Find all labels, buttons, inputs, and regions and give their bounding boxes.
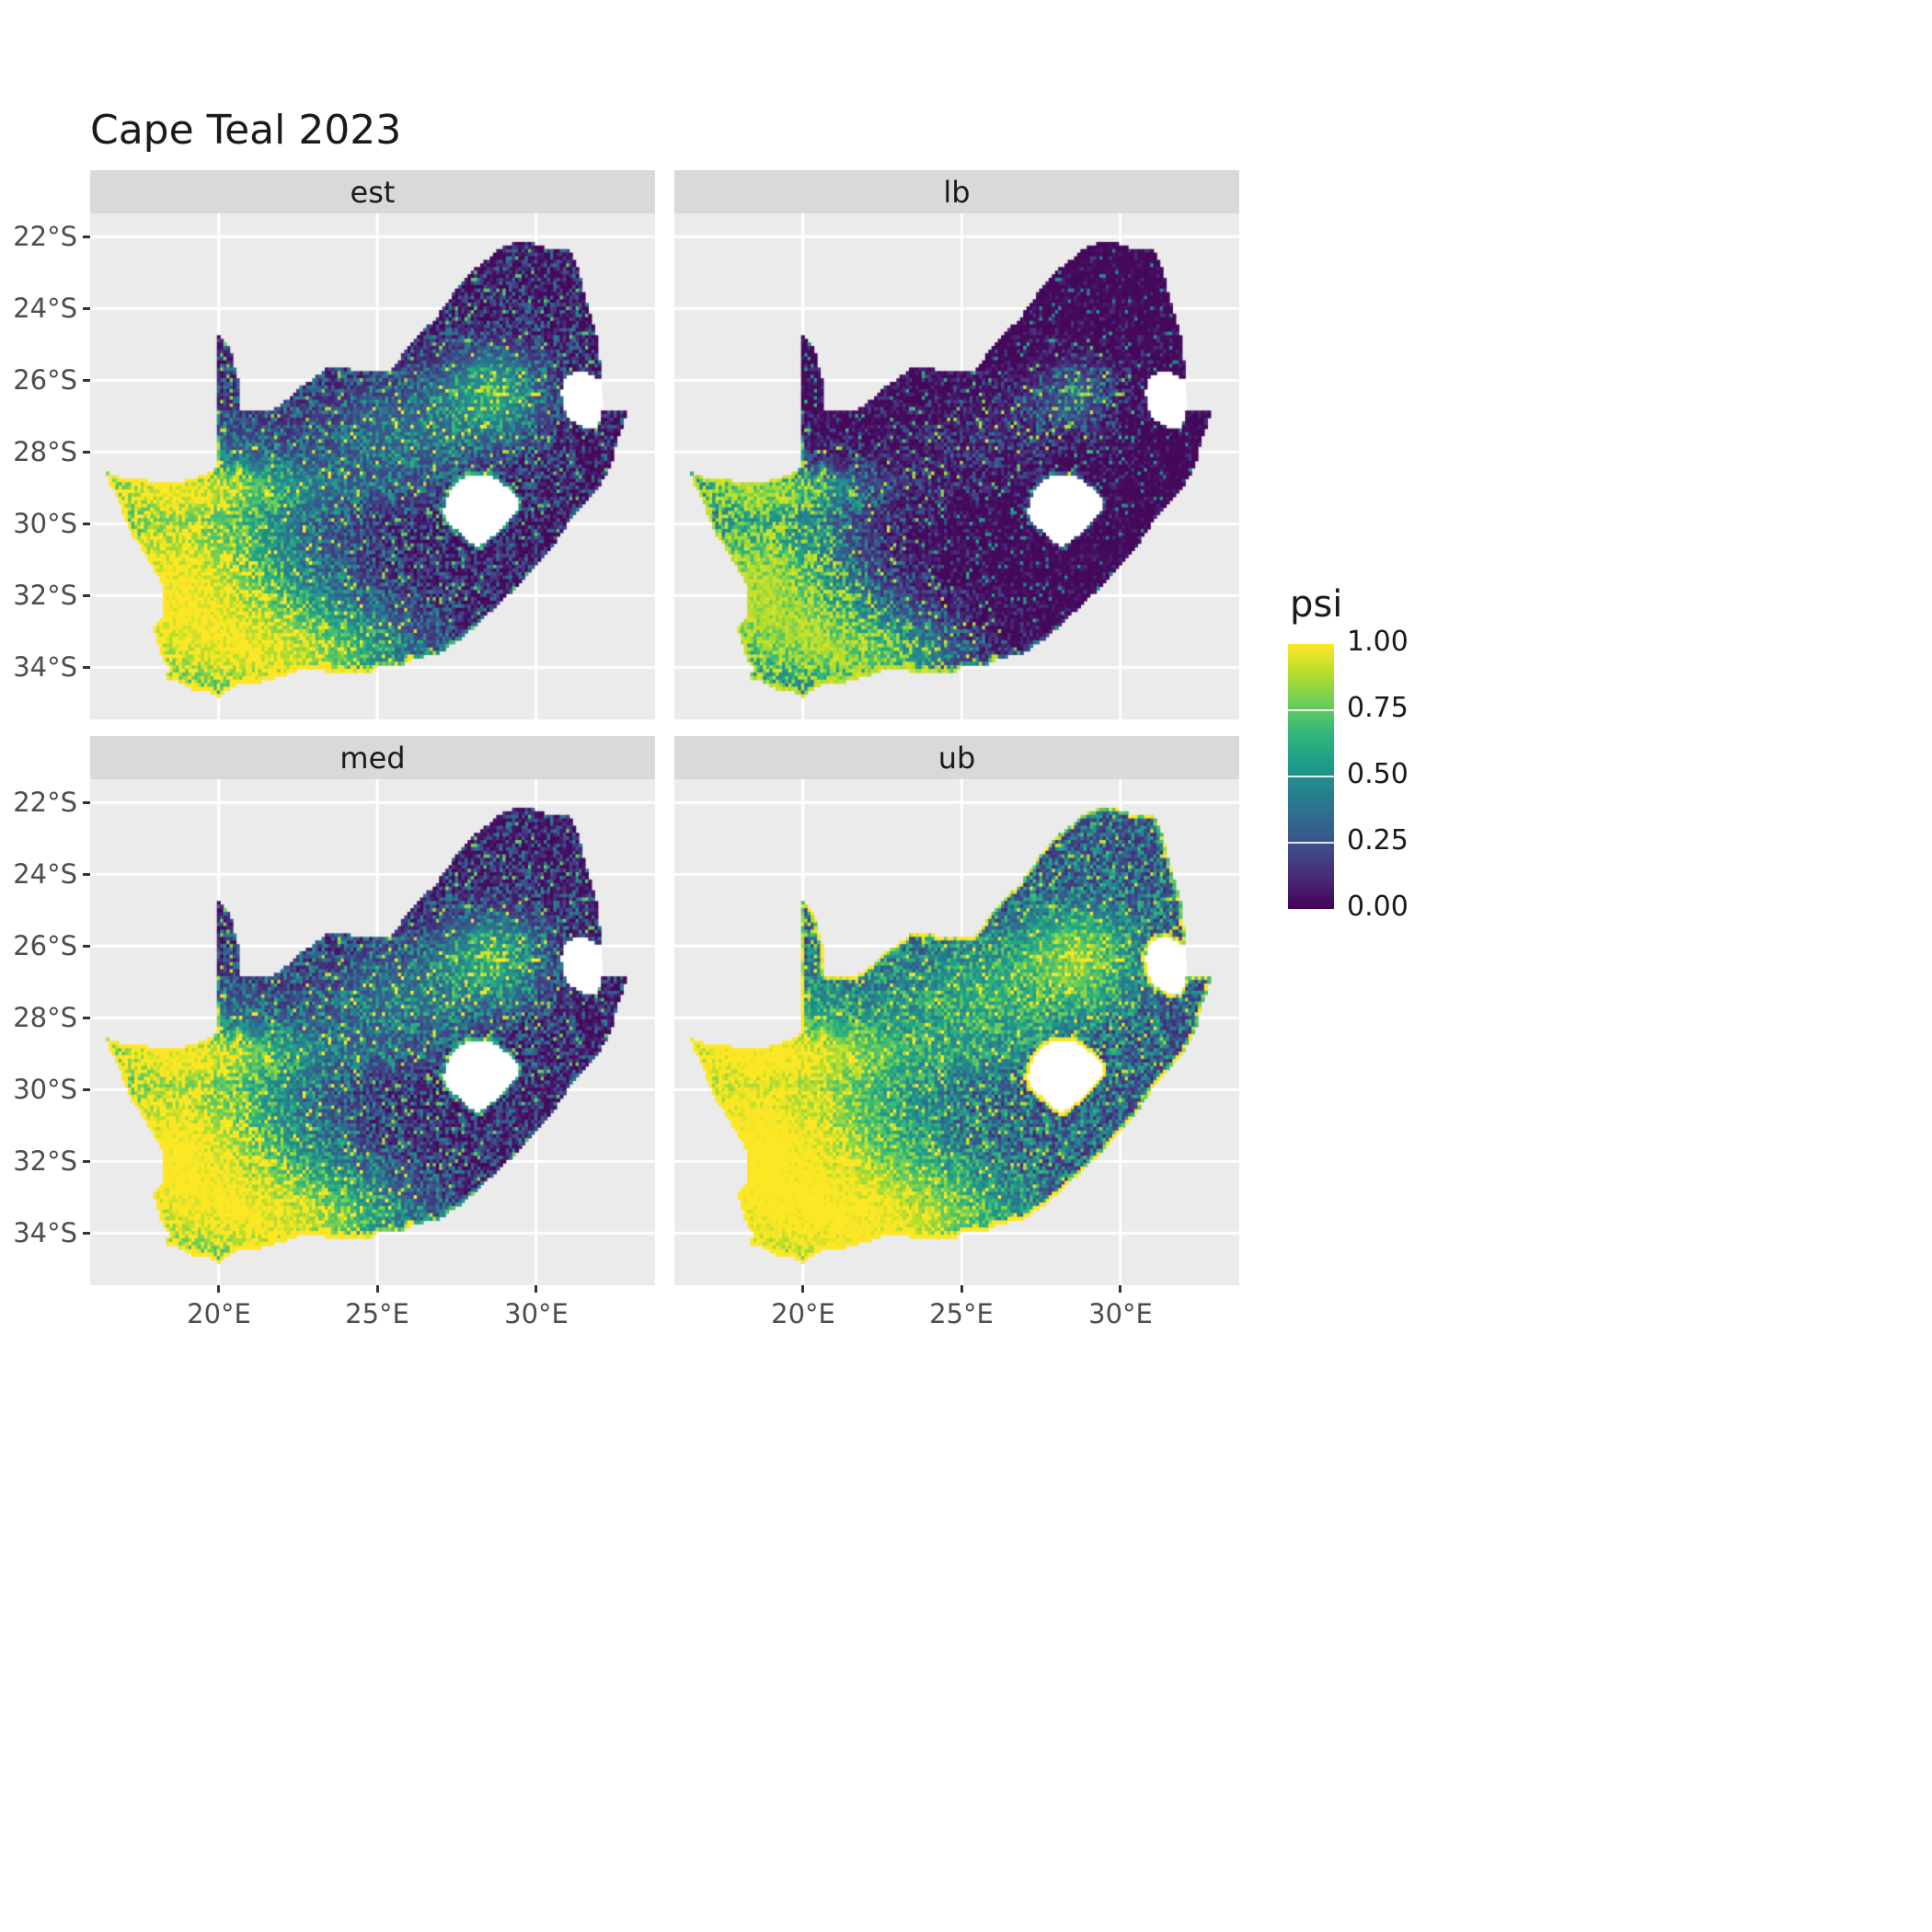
y-tick-mark <box>83 236 90 238</box>
y-tick-label: 34°S <box>13 1217 77 1248</box>
x-tick-mark <box>535 1285 537 1293</box>
y-tick-label: 24°S <box>13 293 77 324</box>
legend-tick-line <box>1288 776 1334 777</box>
facet-strip-est: est <box>90 170 655 213</box>
y-tick-label: 28°S <box>13 436 77 467</box>
chart-title: Cape Teal 2023 <box>90 107 402 154</box>
y-tick-label: 32°S <box>13 580 77 611</box>
y-axis-row1: 22°S 24°S 26°S 28°S 30°S 32°S 34°S <box>0 213 90 719</box>
map-panel-lb <box>674 213 1239 719</box>
y-tick-mark <box>83 945 90 948</box>
x-tick-mark <box>217 1285 220 1293</box>
y-axis-row2: 22°S 24°S 26°S 28°S 30°S 32°S 34°S <box>0 779 90 1285</box>
x-tick-label: 25°E <box>345 1298 409 1329</box>
y-tick-label: 30°S <box>13 508 77 539</box>
y-tick-label: 26°S <box>13 930 77 961</box>
legend-title: psi <box>1290 583 1343 626</box>
y-tick-label: 28°S <box>13 1002 77 1033</box>
legend: psi 1.00 0.75 0.50 0.25 0.00 <box>1288 583 1454 933</box>
y-tick-label: 22°S <box>13 787 77 818</box>
facet-label-est: est <box>350 174 396 210</box>
facet-label-lb: lb <box>943 174 971 210</box>
legend-tick-label: 0.25 <box>1347 824 1409 857</box>
x-axis-left: 20°E 25°E 30°E <box>90 1285 655 1337</box>
y-tick-mark <box>83 1160 90 1163</box>
y-tick-label: 26°S <box>13 364 77 396</box>
y-tick-mark <box>83 594 90 597</box>
x-tick-label: 20°E <box>771 1298 835 1329</box>
map-panel-ub <box>674 779 1239 1285</box>
x-tick-mark <box>801 1285 804 1293</box>
map-panel-est <box>90 213 655 719</box>
map-panel-med <box>90 779 655 1285</box>
facet-label-ub: ub <box>937 740 976 776</box>
y-tick-mark <box>83 1088 90 1091</box>
legend-tick-label: 1.00 <box>1347 626 1409 658</box>
y-tick-mark <box>83 451 90 454</box>
facet-label-med: med <box>339 740 406 776</box>
legend-tick-label: 0.75 <box>1347 692 1409 724</box>
legend-colorbar <box>1288 644 1334 909</box>
facet-strip-med: med <box>90 736 655 779</box>
x-tick-mark <box>960 1285 963 1293</box>
y-tick-mark <box>83 307 90 310</box>
legend-tick-line <box>1288 842 1334 844</box>
x-tick-mark <box>376 1285 379 1293</box>
legend-tick-label: 0.50 <box>1347 758 1409 790</box>
y-tick-mark <box>83 379 90 382</box>
y-tick-mark <box>83 666 90 669</box>
facet-strip-lb: lb <box>674 170 1239 213</box>
legend-tick-label: 0.00 <box>1347 891 1409 923</box>
y-tick-mark <box>83 523 90 525</box>
y-tick-label: 30°S <box>13 1074 77 1105</box>
x-axis-right: 20°E 25°E 30°E <box>674 1285 1239 1337</box>
y-tick-label: 32°S <box>13 1145 77 1177</box>
y-tick-label: 24°S <box>13 858 77 890</box>
legend-tick-line <box>1288 709 1334 711</box>
x-tick-label: 30°E <box>504 1298 569 1329</box>
y-tick-mark <box>83 1017 90 1019</box>
facet-strip-ub: ub <box>674 736 1239 779</box>
y-tick-mark <box>83 873 90 876</box>
x-tick-mark <box>1119 1285 1121 1293</box>
y-tick-mark <box>83 801 90 804</box>
x-tick-label: 20°E <box>187 1298 251 1329</box>
y-tick-mark <box>83 1232 90 1235</box>
x-tick-label: 25°E <box>929 1298 994 1329</box>
x-tick-label: 30°E <box>1088 1298 1153 1329</box>
y-tick-label: 22°S <box>13 221 77 252</box>
y-tick-label: 34°S <box>13 651 77 683</box>
